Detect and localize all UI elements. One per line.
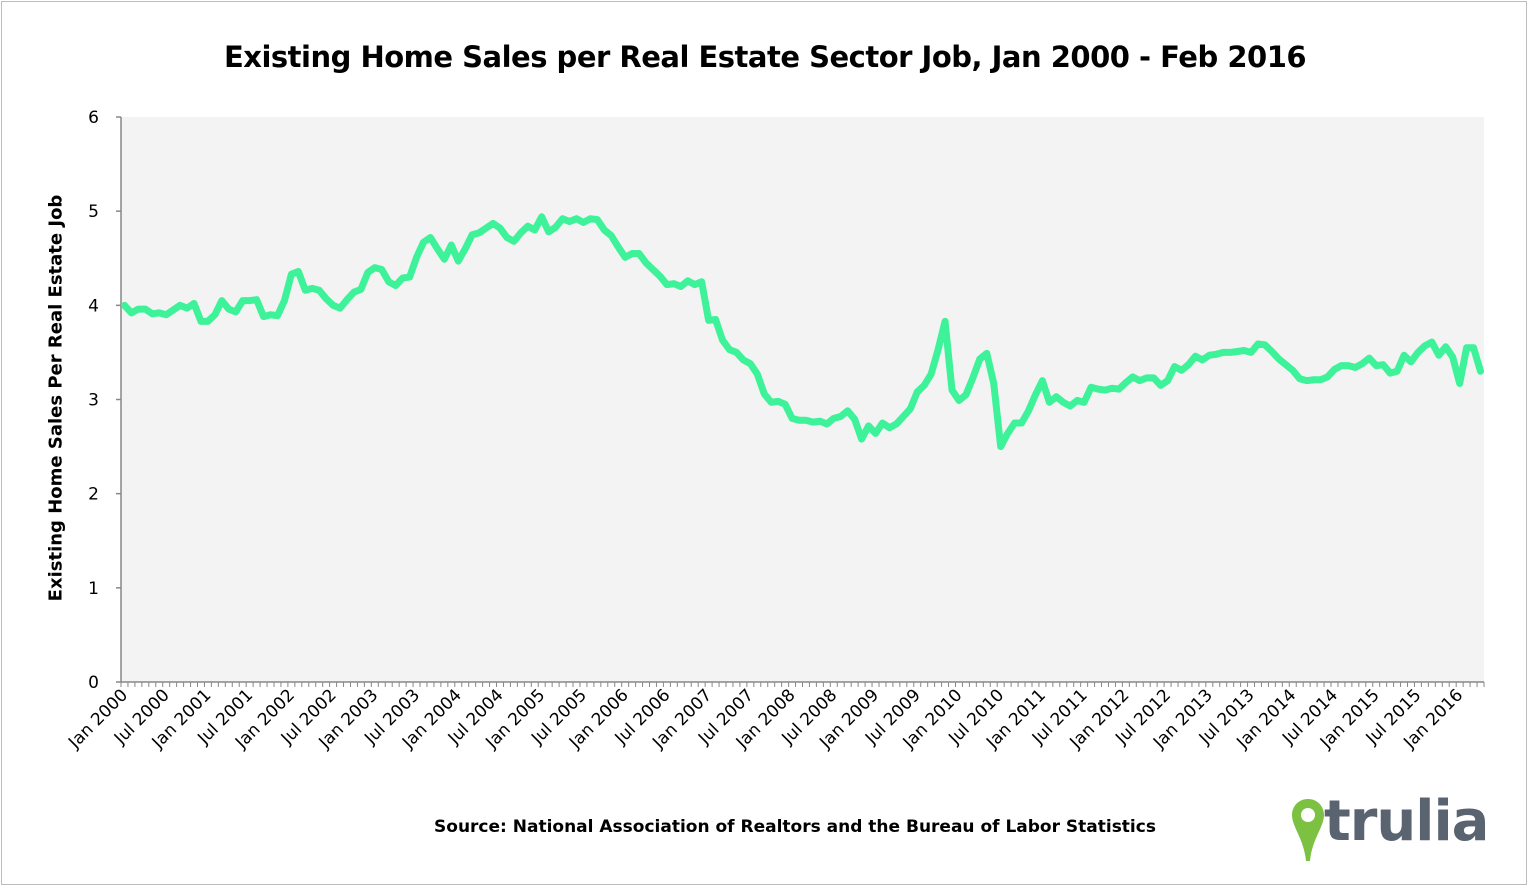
series-line — [120, 213, 1485, 451]
chart-title: Existing Home Sales per Real Estate Sect… — [223, 40, 1307, 74]
y-tick-label: 1 — [88, 579, 99, 599]
source-note: Source: National Association of Realtors… — [434, 817, 1156, 837]
y-tick-label: 4 — [88, 296, 99, 316]
y-tick-label: 6 — [88, 108, 99, 128]
y-tick-label: 2 — [88, 485, 99, 505]
plot-area — [121, 117, 1484, 682]
y-tick-label: 5 — [88, 202, 99, 222]
map-pin-icon — [1292, 799, 1324, 861]
logo-wordmark: trulia — [1324, 789, 1489, 854]
y-tick-label: 0 — [88, 673, 99, 693]
trulia-logo: trulia — [1290, 789, 1520, 867]
y-axis: 0 1 2 3 4 5 6 — [88, 108, 122, 693]
y-tick-label: 3 — [88, 391, 99, 411]
